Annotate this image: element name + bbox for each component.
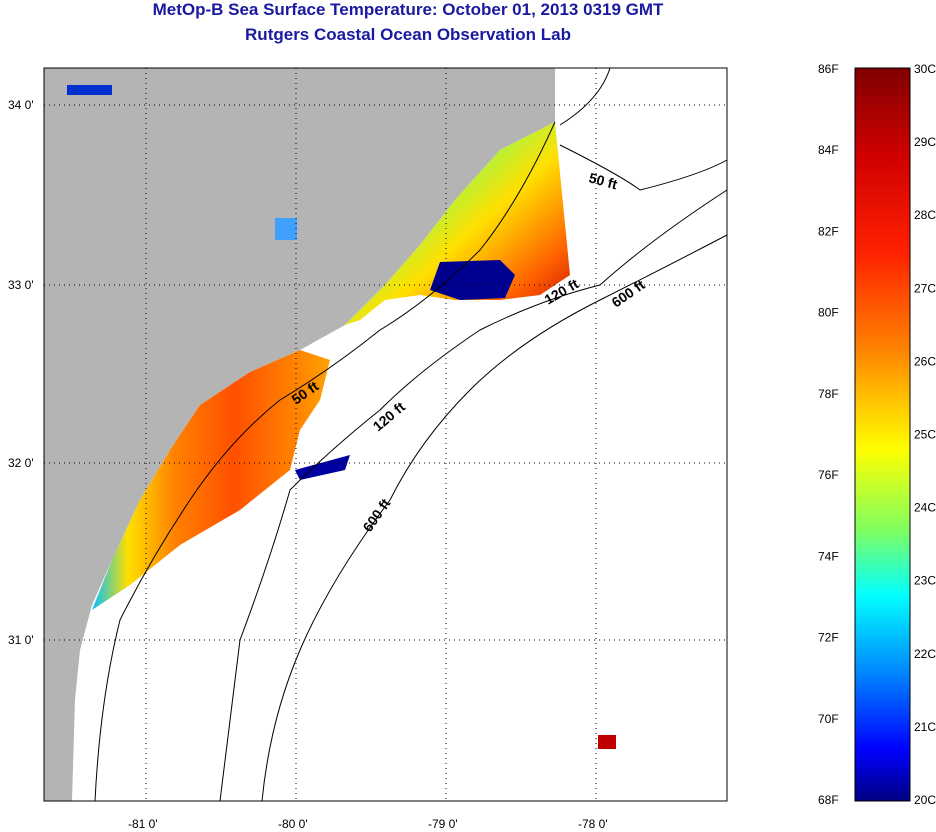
colorbar-c-label: 26C (914, 354, 936, 368)
sst-cold-patch-south (295, 455, 350, 480)
colorbar-c-label: 24C (914, 501, 936, 515)
colorbar-f-label: 70F (818, 712, 839, 726)
map-title: MetOp-B Sea Surface Temperature: October… (152, 0, 664, 19)
lat-tick-label: 34 0' (8, 98, 34, 112)
colorbar-f-label: 80F (818, 306, 839, 320)
colorbar-c-label: 25C (914, 428, 936, 442)
lon-tick-label: -79 0' (428, 817, 458, 831)
land-area (44, 68, 555, 801)
colorbar-f-label: 86F (818, 62, 839, 76)
contour-50ft-north (559, 144, 728, 191)
colorbar-f-label: 68F (818, 793, 839, 807)
lon-tick-label: -78 0' (578, 817, 608, 831)
lon-tick-label: -81 0' (128, 817, 158, 831)
sst-cold-patch (430, 260, 515, 300)
sst-patch-south (92, 350, 330, 610)
colorbar-c-label: 27C (914, 281, 936, 295)
colorbar-c-label: 28C (914, 208, 936, 222)
map-frame (43, 67, 728, 802)
grid-lines (44, 68, 727, 801)
lat-tick-label: 32 0' (8, 456, 34, 470)
colorbar-c-label: 30C (914, 62, 936, 76)
colorbar-f-label: 72F (818, 631, 839, 645)
colorbar-f-label: 78F (818, 387, 839, 401)
map-subtitle: Rutgers Coastal Ocean Observation Lab (245, 25, 571, 44)
lat-tick-label: 31 0' (8, 633, 34, 647)
coastline-detail (94, 67, 611, 802)
sst-speck (598, 735, 616, 749)
colorbar-f-label: 74F (818, 549, 839, 563)
colorbar-c-label: 21C (914, 720, 936, 734)
colorbar-f-label: 76F (818, 468, 839, 482)
contour-label: 600 ft (609, 276, 648, 310)
colorbar-c-label: 29C (914, 135, 936, 149)
lat-tick-label: 33 0' (8, 278, 34, 292)
lon-tick-label: -80 0' (278, 817, 308, 831)
sst-island-patch (275, 218, 297, 240)
sst-speck (67, 85, 112, 95)
colorbar-c-label: 23C (914, 574, 936, 588)
colorbar-c-label: 20C (914, 793, 936, 807)
colorbar-f-label: 84F (818, 143, 839, 157)
contour-label: 50 ft (587, 169, 619, 192)
contour-600ft (261, 234, 728, 802)
colorbar-f-label: 82F (818, 224, 839, 238)
contour-label: 120 ft (370, 398, 409, 434)
colorbar-c-label: 22C (914, 647, 936, 661)
colorbar (854, 67, 911, 802)
